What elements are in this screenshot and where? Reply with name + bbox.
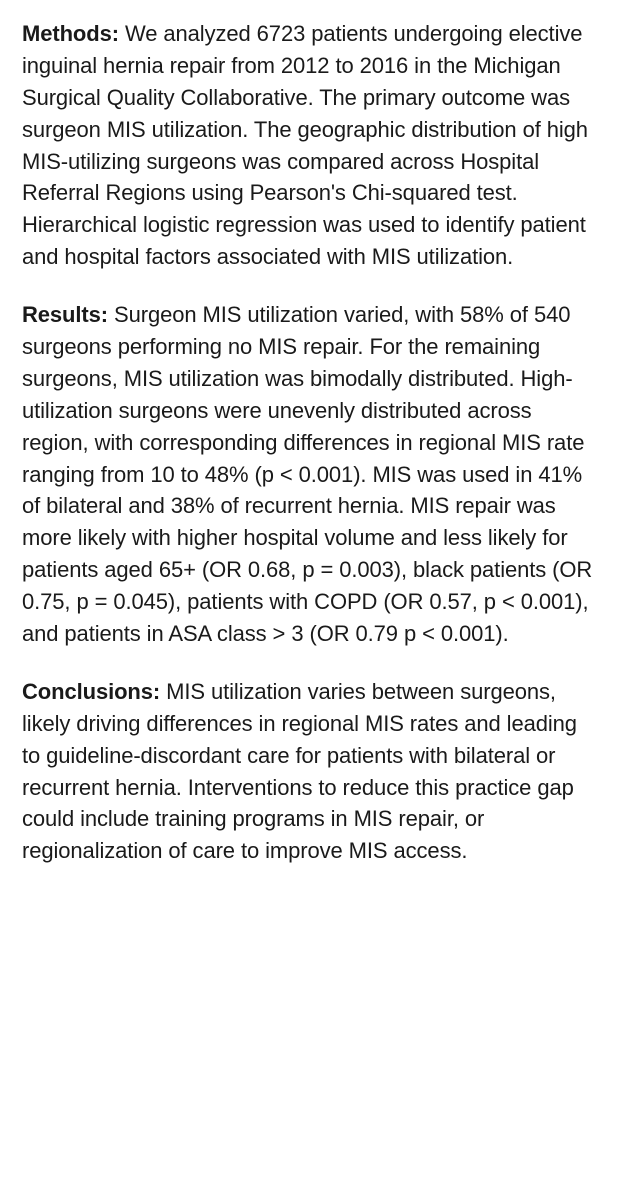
section-body-methods: We analyzed 6723 patients undergoing ele… <box>22 21 588 269</box>
section-body-conclusions: MIS utilization varies between surgeons,… <box>22 679 577 863</box>
section-heading-methods: Methods: <box>22 21 119 46</box>
section-heading-conclusions: Conclusions: <box>22 679 160 704</box>
abstract-section-conclusions: Conclusions: MIS utilization varies betw… <box>22 676 601 867</box>
section-body-results: Surgeon MIS utilization varied, with 58%… <box>22 302 592 646</box>
section-heading-results: Results: <box>22 302 108 327</box>
abstract-section-methods: Methods: We analyzed 6723 patients under… <box>22 18 601 273</box>
abstract-section-results: Results: Surgeon MIS utilization varied,… <box>22 299 601 650</box>
